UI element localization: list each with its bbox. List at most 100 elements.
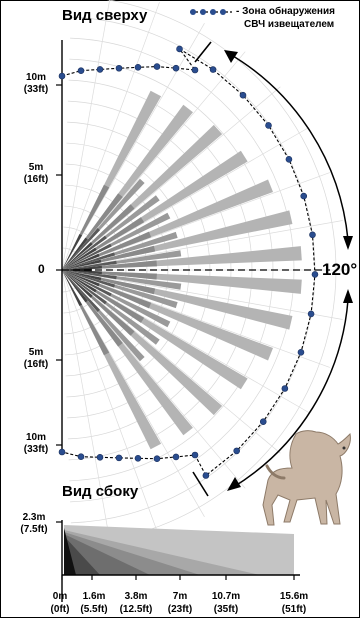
beam-segment xyxy=(62,235,107,270)
legend-label-line1: - Зона обнаружения xyxy=(236,6,335,17)
grid-spoke xyxy=(61,0,110,271)
microwave-boundary-dot xyxy=(300,192,308,200)
range-label-ft: (16ft) xyxy=(23,359,49,370)
microwave-boundary-dot xyxy=(233,447,240,455)
range-label-ft: (33ft) xyxy=(23,444,49,455)
beam-segment xyxy=(62,270,116,288)
grid-spoke xyxy=(61,269,205,517)
distance-m: 10.7m xyxy=(211,591,241,602)
microwave-boundary-dot xyxy=(134,64,142,71)
beam-segment xyxy=(62,259,102,270)
coverage-angle-arc xyxy=(192,41,353,497)
distance-ft: (0ft) xyxy=(50,604,70,615)
microwave-boundary-dot xyxy=(58,448,66,456)
distance-ft: (23ft) xyxy=(167,604,193,615)
beam-segment xyxy=(62,270,100,312)
angle-limit-top xyxy=(194,41,212,63)
arrowhead-lower-start xyxy=(343,289,353,303)
range-label-m: 5m xyxy=(28,347,44,358)
distance-m: 3.8m xyxy=(124,591,148,602)
microwave-boundary-dot xyxy=(153,63,161,70)
range-label-m: 5m xyxy=(28,162,44,173)
range-label-top-5m: 5m (16ft) xyxy=(16,162,56,186)
microwave-boundary-dot xyxy=(58,72,66,80)
microwave-boundary-dot xyxy=(172,453,180,461)
microwave-boundary-dot xyxy=(115,454,123,462)
beam-segment xyxy=(62,270,100,287)
axes xyxy=(56,40,330,455)
distance-ft: (12.5ft) xyxy=(119,604,153,615)
beam-segment xyxy=(62,270,102,281)
grid-spoke xyxy=(61,269,343,320)
distance-ft: (51ft) xyxy=(281,604,307,615)
beam-segment xyxy=(62,260,117,270)
top-view-title: Вид сверху xyxy=(62,7,148,24)
microwave-boundary-dot xyxy=(259,418,267,425)
beam-segment xyxy=(62,270,83,306)
microwave-boundary-dot xyxy=(311,271,319,278)
grid-spoke xyxy=(61,172,330,271)
pir-detection-beams xyxy=(62,90,302,450)
beam-segment xyxy=(62,270,112,297)
microwave-boundary-dot xyxy=(96,66,104,73)
microwave-boundary-dot xyxy=(153,455,161,463)
legend-label-line2: СВЧ извещателем xyxy=(244,19,335,30)
microwave-boundary-dot xyxy=(176,45,183,53)
beam-segment xyxy=(62,270,97,293)
legend-dot xyxy=(210,9,216,15)
side-distance-5: 15.6m (51ft) xyxy=(280,590,308,616)
range-label-top-10m: 10m (33ft) xyxy=(16,72,56,96)
legend-dot xyxy=(220,9,226,15)
arrowhead-top xyxy=(224,50,238,63)
beam-segment xyxy=(62,265,102,270)
grid-spoke xyxy=(61,220,343,271)
beam-segment xyxy=(62,270,88,303)
side-view-title: Вид сбоку xyxy=(62,483,139,500)
beam-segment xyxy=(62,237,88,270)
range-label-center: 0 xyxy=(38,262,45,276)
range-label-m: 10m xyxy=(25,432,46,443)
grid-spoke xyxy=(61,269,112,551)
range-label-bottom-5m: 5m (16ft) xyxy=(16,347,56,371)
beam-segment xyxy=(62,270,117,280)
distance-ft: (5.5ft) xyxy=(80,604,108,615)
beam-segment xyxy=(62,252,116,270)
microwave-zone-boundary xyxy=(58,45,319,479)
side-beam-0 xyxy=(64,528,76,575)
microwave-boundary-dot xyxy=(265,122,272,129)
beam-segment xyxy=(62,234,83,270)
grid-spoke xyxy=(61,269,246,489)
microwave-boundary-dot xyxy=(172,64,180,72)
grid-spoke xyxy=(61,269,309,413)
side-height-m: 2.3m xyxy=(22,512,46,523)
grid-spoke xyxy=(61,86,281,271)
grid-spoke xyxy=(61,127,309,271)
beam-segment xyxy=(62,270,107,305)
grid-spoke xyxy=(61,23,205,271)
angle-arc-lower xyxy=(231,299,349,489)
side-height-ft: (7.5ft) xyxy=(20,524,48,535)
coverage-angle-label: 120° xyxy=(322,260,358,279)
distance-ft: (35ft) xyxy=(213,604,239,615)
microwave-boundary-dot xyxy=(134,455,142,462)
beam-segment xyxy=(62,228,100,270)
side-distance-0: 0m (0ft) xyxy=(51,590,70,616)
grid-spoke xyxy=(61,51,246,271)
microwave-boundary-dot xyxy=(297,348,305,356)
microwave-boundary-dot xyxy=(77,453,85,460)
distance-m: 7m xyxy=(172,591,188,602)
side-view xyxy=(56,520,300,602)
grid-spoke xyxy=(61,2,160,271)
beam-segment xyxy=(62,247,97,270)
beam-segment xyxy=(62,242,93,270)
microwave-boundary-dot xyxy=(285,156,293,163)
microwave-boundary-dot xyxy=(191,451,199,459)
range-label-ft: (16ft) xyxy=(23,174,49,185)
microwave-boundary-dot xyxy=(307,310,315,318)
legend-dot xyxy=(200,9,206,15)
angle-arc-upper xyxy=(227,52,349,241)
distance-m: 0m xyxy=(52,591,68,602)
range-label-bottom-10m: 10m (33ft) xyxy=(16,432,56,456)
